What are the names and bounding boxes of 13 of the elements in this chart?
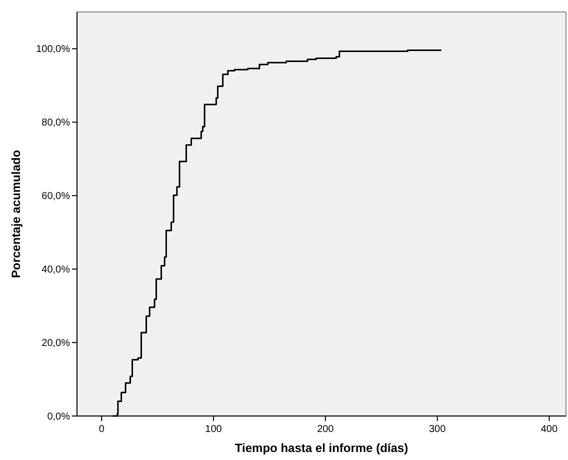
y-tick-label: 20,0% xyxy=(42,338,70,350)
y-axis-title: Porcentaje acumulado xyxy=(9,150,23,278)
x-tick-label: 200 xyxy=(317,424,334,435)
x-tick-label: 400 xyxy=(540,424,558,435)
y-tick-label: 100,0% xyxy=(36,44,70,56)
y-tick-label: 40,0% xyxy=(42,264,70,276)
x-tick-label: 0 xyxy=(98,424,105,435)
y-tick-label: 60,0% xyxy=(42,191,70,202)
x-tick-label: 100 xyxy=(205,424,222,435)
y-tick-label: 0,0% xyxy=(47,412,70,422)
x-tick-label: 300 xyxy=(428,424,446,435)
y-tick-label: 80,0% xyxy=(42,118,70,129)
x-axis-title: Tiempo hasta el informe (días) xyxy=(234,441,408,455)
